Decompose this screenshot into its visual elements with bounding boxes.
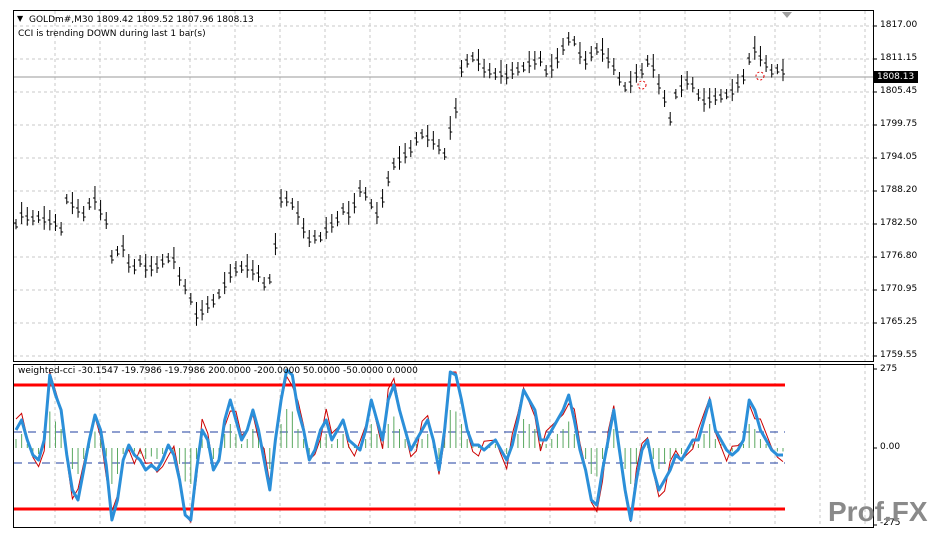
price-axis-label: 1770.95: [880, 284, 918, 294]
price-axis-label: 1782.50: [880, 218, 918, 228]
price-axis-label: 1759.55: [880, 350, 918, 360]
price-axis-label: 1794.05: [880, 152, 918, 162]
price-axis-label: 1765.25: [880, 317, 918, 327]
indicator-axis-label: 275: [880, 364, 898, 374]
price-axis-label: 1776.80: [880, 251, 918, 261]
brand-logo: Prof.FX: [828, 496, 928, 527]
indicator-pane[interactable]: [13, 364, 874, 528]
price-axis-label: 1799.75: [880, 119, 918, 129]
signal-marker: [637, 80, 647, 90]
current-price-tag: 1808.13: [874, 71, 918, 83]
signal-marker: [755, 71, 765, 81]
dropdown-icon[interactable]: ▼: [17, 14, 24, 23]
cci-main-line: [14, 368, 783, 522]
indicator-axis-label: -275: [880, 518, 901, 528]
price-pane[interactable]: [13, 10, 874, 362]
signal-message: CCI is trending DOWN during last 1 bar(s…: [18, 29, 206, 39]
price-axis-label: 1811.15: [880, 53, 918, 63]
price-axis-label: 1788.20: [880, 185, 918, 195]
chart-shift-icon: [782, 12, 792, 18]
indicator-axis-label: 0.00: [880, 442, 901, 452]
symbol-title: GOLDm#,M30 1809.42 1809.52 1807.96 1808.…: [29, 15, 254, 25]
indicator-title: weighted-cci -30.1547 -19.7986 -19.7986 …: [18, 366, 418, 376]
price-axis-label: 1805.45: [880, 86, 918, 96]
price-axis-label: 1817.00: [880, 20, 918, 30]
